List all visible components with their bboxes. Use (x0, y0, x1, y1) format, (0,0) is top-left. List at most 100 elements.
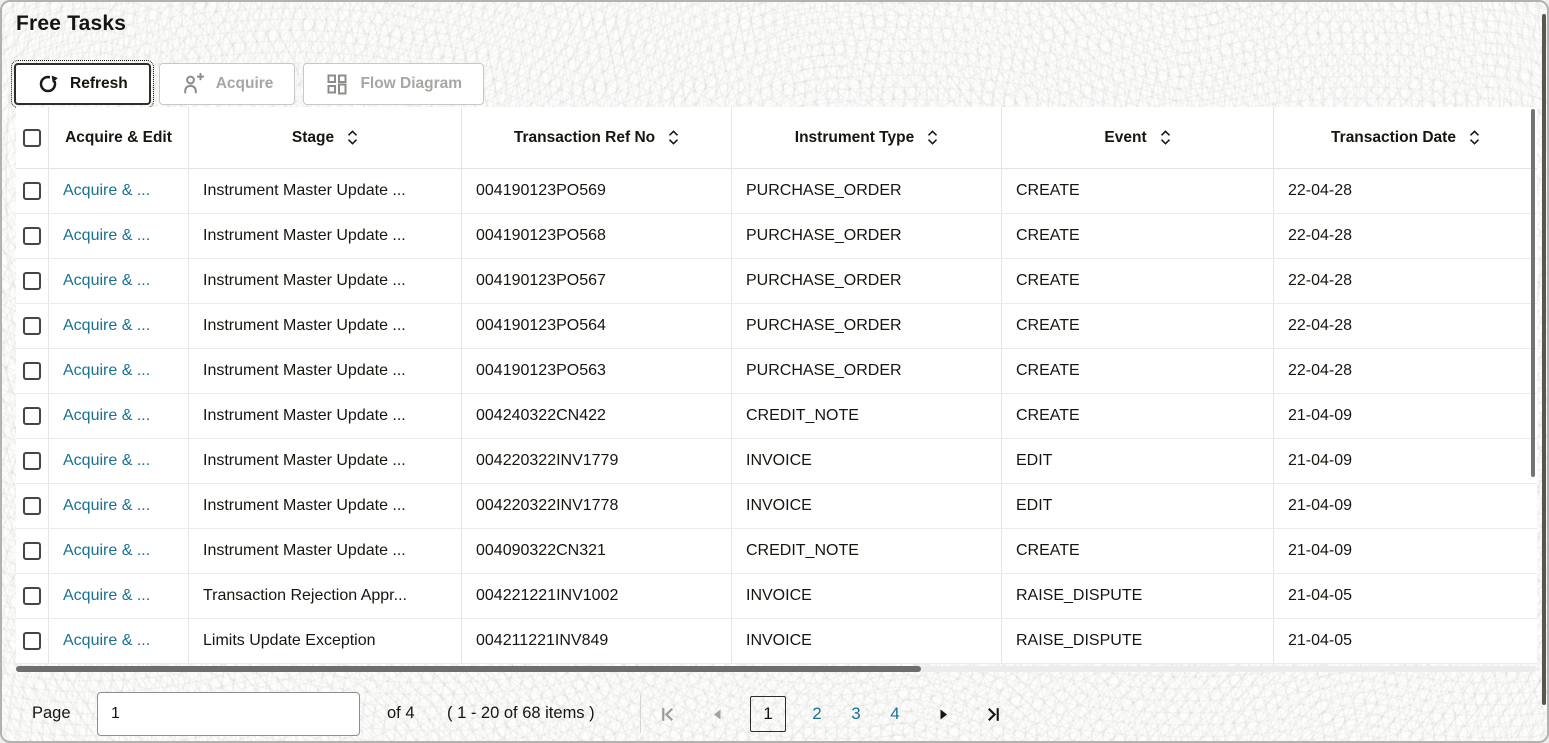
acquire-edit-link[interactable]: Acquire & ... (63, 497, 151, 514)
row-select-cell (16, 529, 49, 573)
row-select-cell (16, 304, 49, 348)
row-checkbox[interactable] (23, 632, 41, 650)
row-checkbox[interactable] (23, 407, 41, 425)
acquire-edit-cell: Acquire & ... (49, 619, 189, 663)
transaction-ref-no-cell: 004220322INV1778 (462, 484, 732, 528)
stage-cell: Instrument Master Update ... (189, 214, 462, 258)
table-row: Acquire & ... Instrument Master Update .… (16, 529, 1537, 574)
row-checkbox[interactable] (23, 182, 41, 200)
page-of-total: of 4 (387, 704, 415, 722)
row-select-cell (16, 214, 49, 258)
acquire-edit-link[interactable]: Acquire & ... (63, 317, 151, 334)
header-instrument-type[interactable]: Instrument Type (732, 107, 1002, 168)
transaction-date-cell: 22-04-28 (1288, 317, 1353, 334)
event-cell: CREATE (1002, 349, 1274, 393)
refresh-button[interactable]: Refresh (11, 60, 154, 108)
acquire-edit-link[interactable]: Acquire & ... (63, 272, 151, 289)
header-transaction-ref-no[interactable]: Transaction Ref No (462, 107, 732, 168)
page-number-input[interactable] (97, 692, 360, 736)
horizontal-scrollbar-thumb[interactable] (16, 666, 921, 672)
instrument-type-cell: PURCHASE_ORDER (732, 214, 1002, 258)
page-number[interactable]: 4 (890, 704, 900, 723)
stage-cell: Instrument Master Update ... (189, 304, 462, 348)
transaction-ref-no-cell: 004221221INV1002 (462, 574, 732, 618)
flow-diagram-boxes-icon (325, 72, 349, 96)
event-cell: CREATE (1002, 214, 1274, 258)
page-number[interactable]: 3 (851, 704, 861, 723)
header-label: Transaction Date (1331, 128, 1456, 146)
row-checkbox[interactable] (23, 272, 41, 290)
transaction-ref-no-cell: 004220322INV1779 (462, 439, 732, 483)
horizontal-scrollbar[interactable] (16, 666, 1537, 672)
acquire-button-label: Acquire (215, 75, 274, 92)
next-page-icon[interactable] (930, 701, 956, 727)
stage-cell: Instrument Master Update ... (189, 349, 462, 393)
instrument-type-cell: INVOICE (732, 439, 1002, 483)
add-user-icon (181, 72, 205, 96)
instrument-type-cell: PURCHASE_ORDER (732, 259, 1002, 303)
header-transaction-date[interactable]: Transaction Date (1274, 107, 1537, 168)
stage-cell: Instrument Master Update ... (189, 484, 462, 528)
transaction-date-cell: 21-04-09 (1288, 452, 1353, 469)
select-all-header-cell[interactable] (16, 107, 49, 168)
flow-diagram-button[interactable]: Flow Diagram (303, 63, 485, 105)
instrument-type-cell: INVOICE (732, 574, 1002, 618)
transaction-ref-no-cell: 004211221INV849 (462, 619, 732, 663)
first-page-icon[interactable] (654, 701, 680, 727)
header-label: Event (1104, 128, 1147, 146)
header-stage[interactable]: Stage (189, 107, 462, 168)
instrument-type-cell: INVOICE (732, 484, 1002, 528)
transaction-ref-no-cell: 004190123PO569 (462, 169, 732, 213)
pager-controls: 1 2 3 4 (654, 692, 1006, 736)
instrument-type-cell: INVOICE (732, 619, 1002, 663)
acquire-edit-cell: Acquire & ... (49, 259, 189, 303)
transaction-date-cell: 22-04-28 (1288, 272, 1353, 289)
transaction-date-cell: 21-04-09 (1288, 407, 1353, 424)
acquire-edit-cell: Acquire & ... (49, 169, 189, 213)
acquire-edit-link[interactable]: Acquire & ... (63, 587, 151, 604)
page-number[interactable]: 2 (812, 704, 822, 723)
toolbar: Refresh Acquire (11, 60, 485, 108)
page-title: Free Tasks (16, 12, 127, 35)
acquire-edit-link[interactable]: Acquire & ... (63, 182, 151, 199)
table-row: Acquire & ... Instrument Master Update .… (16, 394, 1537, 439)
acquire-edit-link[interactable]: Acquire & ... (63, 407, 151, 424)
acquire-edit-cell: Acquire & ... (49, 394, 189, 438)
acquire-button[interactable]: Acquire (158, 63, 296, 105)
acquire-edit-link[interactable]: Acquire & ... (63, 632, 151, 649)
acquire-edit-link[interactable]: Acquire & ... (63, 362, 151, 379)
row-checkbox[interactable] (23, 317, 41, 335)
table-row: Acquire & ... Instrument Master Update .… (16, 439, 1537, 484)
row-checkbox[interactable] (23, 362, 41, 380)
row-checkbox[interactable] (23, 452, 41, 470)
table-row: Acquire & ... Instrument Master Update .… (16, 259, 1537, 304)
page-vertical-scrollbar-thumb[interactable] (1542, 14, 1546, 705)
event-cell: CREATE (1002, 394, 1274, 438)
acquire-edit-link[interactable]: Acquire & ... (63, 227, 151, 244)
row-checkbox[interactable] (23, 542, 41, 560)
acquire-edit-link[interactable]: Acquire & ... (63, 452, 151, 469)
select-all-checkbox[interactable] (23, 128, 41, 147)
header-event[interactable]: Event (1002, 107, 1274, 168)
page-number-current[interactable]: 1 (750, 696, 786, 732)
last-page-icon[interactable] (980, 701, 1006, 727)
row-checkbox[interactable] (23, 227, 41, 245)
transaction-ref-no-cell: 004190123PO563 (462, 349, 732, 393)
previous-page-icon[interactable] (704, 701, 730, 727)
acquire-edit-link[interactable]: Acquire & ... (63, 542, 151, 559)
refresh-button-label: Refresh (70, 75, 128, 92)
table-vertical-scrollbar-thumb[interactable] (1531, 109, 1535, 477)
table-row: Acquire & ... Instrument Master Update .… (16, 349, 1537, 394)
transaction-date-cell: 22-04-28 (1288, 227, 1353, 244)
page-label: Page (32, 704, 71, 722)
header-acquire-edit: Acquire & Edit (49, 107, 189, 168)
row-checkbox[interactable] (23, 497, 41, 515)
stage-cell: Transaction Rejection Appr... (189, 574, 462, 618)
items-range-label: ( 1 - 20 of 68 items ) (447, 704, 595, 722)
event-cell: CREATE (1002, 529, 1274, 573)
row-checkbox[interactable] (23, 587, 41, 605)
refresh-circular-arrow-icon (37, 73, 59, 95)
row-select-cell (16, 619, 49, 663)
acquire-edit-cell: Acquire & ... (49, 214, 189, 258)
stage-cell: Instrument Master Update ... (189, 439, 462, 483)
